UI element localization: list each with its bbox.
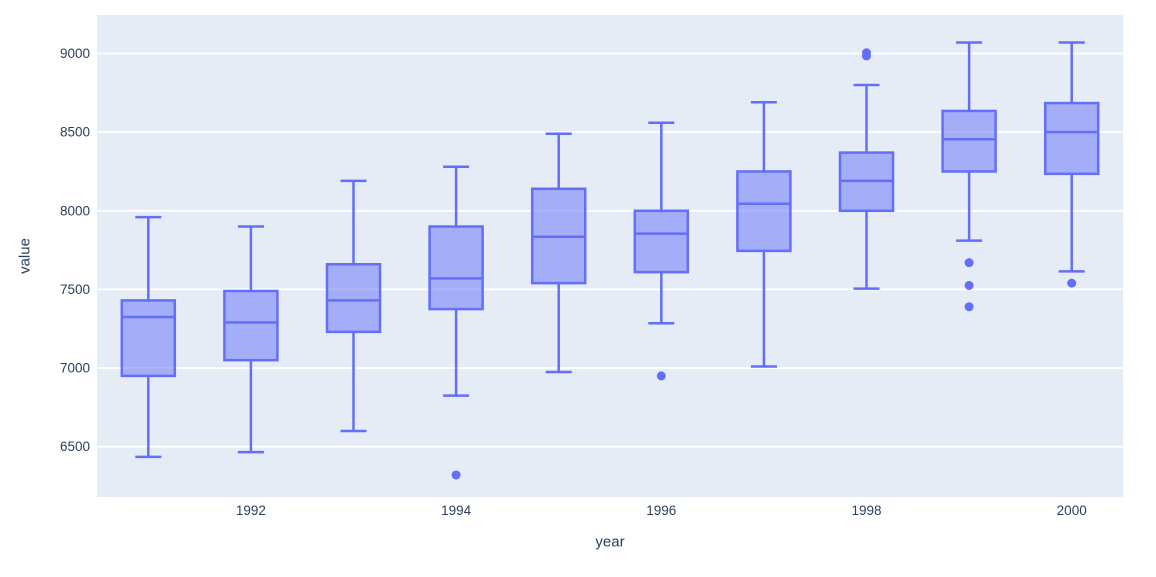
box-1998[interactable] [838, 48, 895, 290]
y-tick-label: 8500 [60, 125, 90, 140]
y-tick-label: 9000 [60, 46, 90, 61]
iqr-box[interactable] [1043, 101, 1100, 176]
plot-background[interactable] [97, 15, 1123, 497]
box-1994[interactable] [428, 165, 484, 480]
outlier-point[interactable] [1067, 278, 1077, 288]
box-1996[interactable] [633, 121, 690, 381]
box-1999[interactable] [941, 41, 997, 312]
outlier-point[interactable] [451, 470, 461, 480]
outlier-point[interactable] [964, 280, 974, 290]
outlier-point[interactable] [862, 48, 871, 58]
iqr-box[interactable] [120, 299, 177, 378]
iqr-box[interactable] [941, 109, 997, 173]
iqr-box[interactable] [428, 225, 484, 311]
iqr-box[interactable] [223, 289, 279, 362]
outlier-point[interactable] [964, 302, 974, 312]
x-tick-label: 1998 [851, 503, 881, 518]
y-tick-label: 6500 [60, 439, 90, 454]
x-axis-title: year [595, 533, 625, 551]
box-2000[interactable] [1043, 41, 1100, 288]
outlier-point[interactable] [964, 258, 974, 268]
x-tick-label: 2000 [1057, 503, 1087, 518]
box-1991[interactable] [120, 215, 177, 459]
y-axis-title: value [16, 238, 34, 274]
box-1997[interactable] [736, 101, 792, 368]
y-tick-label: 8000 [60, 203, 90, 218]
iqr-box[interactable] [736, 170, 792, 253]
y-tick-label: 7000 [60, 361, 90, 376]
iqr-box[interactable] [633, 209, 690, 274]
box-1995[interactable] [530, 132, 587, 374]
x-tick-label: 1996 [646, 503, 676, 518]
y-tick-label: 7500 [60, 282, 90, 297]
x-tick-label: 1994 [441, 503, 472, 518]
box-1993[interactable] [325, 179, 382, 433]
box-1992[interactable] [223, 225, 279, 454]
outlier-point[interactable] [656, 371, 666, 381]
x-tick-label: 1992 [236, 503, 266, 518]
iqr-box[interactable] [325, 263, 382, 334]
